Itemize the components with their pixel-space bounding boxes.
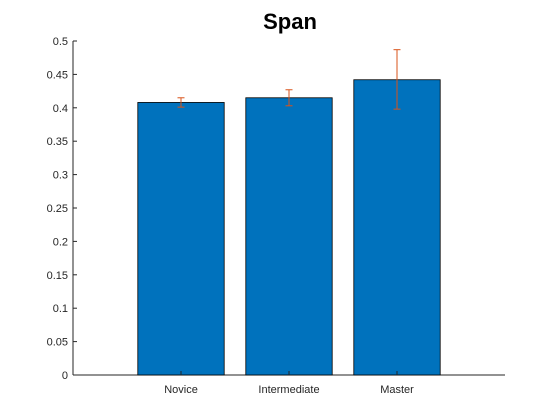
y-tick-label: 0.4 bbox=[53, 103, 68, 115]
y-tick-label: 0.05 bbox=[47, 337, 68, 349]
x-tick-label: Intermediate bbox=[258, 384, 319, 396]
y-axis-ticks: 0 0.05 0.1 0.15 0.2 0.25 0.3 0.35 0.4 0.45 0.5 bbox=[47, 36, 77, 382]
error-bar-master bbox=[393, 49, 401, 110]
bar-intermediate bbox=[245, 97, 333, 376]
error-bars bbox=[177, 49, 401, 110]
y-tick-label: 0.1 bbox=[53, 303, 68, 315]
y-tick-label: 0 bbox=[62, 370, 68, 382]
x-tick-label: Novice bbox=[164, 384, 198, 396]
error-bar-novice bbox=[177, 97, 185, 108]
chart-title: Span bbox=[263, 9, 317, 34]
y-tick-label: 0.2 bbox=[53, 236, 68, 248]
y-tick-label: 0.35 bbox=[47, 136, 68, 148]
error-bar-intermediate bbox=[285, 89, 293, 107]
y-tick-label: 0.3 bbox=[53, 170, 68, 182]
y-tick-label: 0.45 bbox=[47, 69, 68, 81]
bar-master bbox=[353, 79, 441, 376]
y-tick-label: 0.15 bbox=[47, 270, 68, 282]
y-tick-label: 0.5 bbox=[53, 36, 68, 48]
x-axis-ticks: Novice Intermediate Master bbox=[164, 371, 414, 396]
bars bbox=[137, 79, 441, 376]
x-tick-label: Master bbox=[380, 384, 414, 396]
y-tick-label: 0.25 bbox=[47, 203, 68, 215]
bar-novice bbox=[137, 102, 225, 376]
